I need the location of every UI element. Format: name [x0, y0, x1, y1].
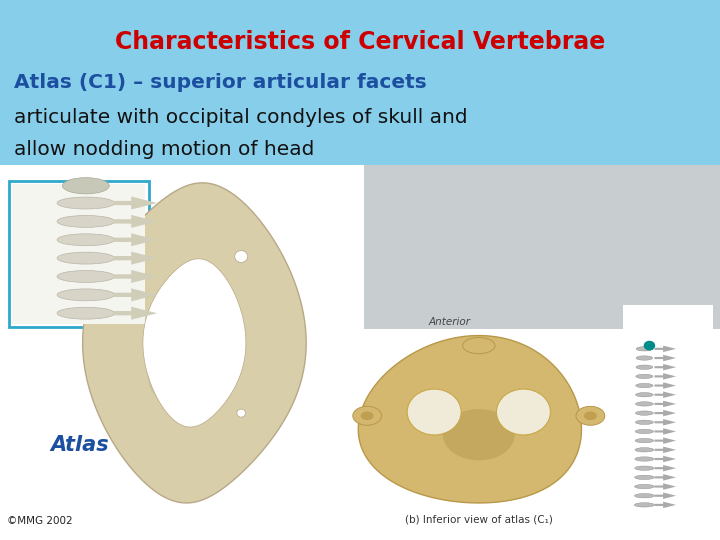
FancyArrow shape: [113, 215, 157, 228]
FancyArrow shape: [113, 307, 157, 320]
Ellipse shape: [443, 409, 515, 460]
Ellipse shape: [634, 484, 654, 489]
Text: (b) Inferior view of atlas (C₁): (b) Inferior view of atlas (C₁): [405, 515, 553, 525]
Text: Anterior: Anterior: [429, 316, 471, 327]
FancyArrow shape: [654, 465, 676, 471]
FancyArrow shape: [654, 410, 676, 416]
Ellipse shape: [57, 197, 114, 209]
Ellipse shape: [635, 420, 654, 424]
FancyArrow shape: [654, 447, 676, 453]
Ellipse shape: [57, 271, 114, 282]
Polygon shape: [359, 335, 582, 503]
FancyArrow shape: [654, 364, 676, 370]
FancyArrow shape: [654, 428, 676, 435]
Ellipse shape: [63, 178, 109, 194]
Text: articulate with occipital condyles of skull and: articulate with occipital condyles of sk…: [14, 108, 468, 127]
Ellipse shape: [635, 457, 654, 461]
FancyArrow shape: [654, 483, 676, 490]
FancyArrow shape: [654, 456, 676, 462]
Ellipse shape: [636, 365, 653, 369]
Polygon shape: [143, 259, 246, 427]
Bar: [364, 165, 720, 329]
Ellipse shape: [361, 411, 374, 420]
FancyArrow shape: [113, 233, 157, 246]
Ellipse shape: [57, 252, 114, 264]
Ellipse shape: [636, 393, 653, 397]
Ellipse shape: [634, 475, 654, 480]
Text: ©MMG 2002: ©MMG 2002: [7, 516, 73, 526]
FancyArrow shape: [654, 355, 676, 361]
Text: allow nodding motion of head: allow nodding motion of head: [14, 140, 315, 159]
Ellipse shape: [635, 448, 654, 452]
Ellipse shape: [463, 338, 495, 354]
Polygon shape: [83, 183, 306, 503]
FancyArrow shape: [654, 492, 676, 499]
Ellipse shape: [353, 407, 382, 426]
FancyArrow shape: [654, 382, 676, 389]
FancyArrow shape: [113, 270, 157, 283]
Ellipse shape: [636, 347, 652, 351]
FancyArrow shape: [654, 373, 676, 380]
FancyArrow shape: [654, 401, 676, 407]
Ellipse shape: [634, 494, 654, 498]
Ellipse shape: [57, 307, 114, 319]
FancyArrow shape: [654, 502, 676, 508]
FancyArrow shape: [113, 197, 157, 210]
Ellipse shape: [57, 234, 114, 246]
FancyArrow shape: [654, 346, 676, 352]
FancyBboxPatch shape: [9, 181, 149, 327]
Bar: [623, 305, 713, 510]
Ellipse shape: [584, 411, 597, 420]
Ellipse shape: [635, 466, 654, 470]
Text: Atlas (C1) – superior articular facets: Atlas (C1) – superior articular facets: [14, 73, 427, 92]
Bar: [12, 184, 145, 324]
Ellipse shape: [644, 341, 655, 350]
Ellipse shape: [57, 215, 114, 227]
Ellipse shape: [636, 356, 653, 360]
Ellipse shape: [636, 383, 653, 388]
Text: Atlas: Atlas: [50, 435, 109, 455]
Ellipse shape: [635, 429, 654, 434]
FancyArrow shape: [113, 252, 157, 265]
Bar: [0, 165, 364, 540]
FancyArrow shape: [654, 392, 676, 398]
FancyArrow shape: [654, 419, 676, 426]
Text: Characteristics of Cervical Vertebrae: Characteristics of Cervical Vertebrae: [115, 30, 605, 53]
Ellipse shape: [635, 438, 654, 443]
Ellipse shape: [497, 389, 551, 435]
Bar: [364, 329, 720, 540]
Ellipse shape: [408, 389, 461, 435]
Ellipse shape: [148, 343, 212, 408]
Ellipse shape: [576, 407, 605, 426]
Ellipse shape: [237, 409, 246, 417]
FancyArrow shape: [654, 437, 676, 444]
Ellipse shape: [235, 251, 248, 262]
Ellipse shape: [635, 411, 654, 415]
Ellipse shape: [57, 289, 114, 301]
Ellipse shape: [636, 374, 653, 379]
FancyArrow shape: [654, 474, 676, 481]
Ellipse shape: [636, 402, 653, 406]
Ellipse shape: [634, 503, 654, 507]
FancyArrow shape: [113, 288, 157, 301]
